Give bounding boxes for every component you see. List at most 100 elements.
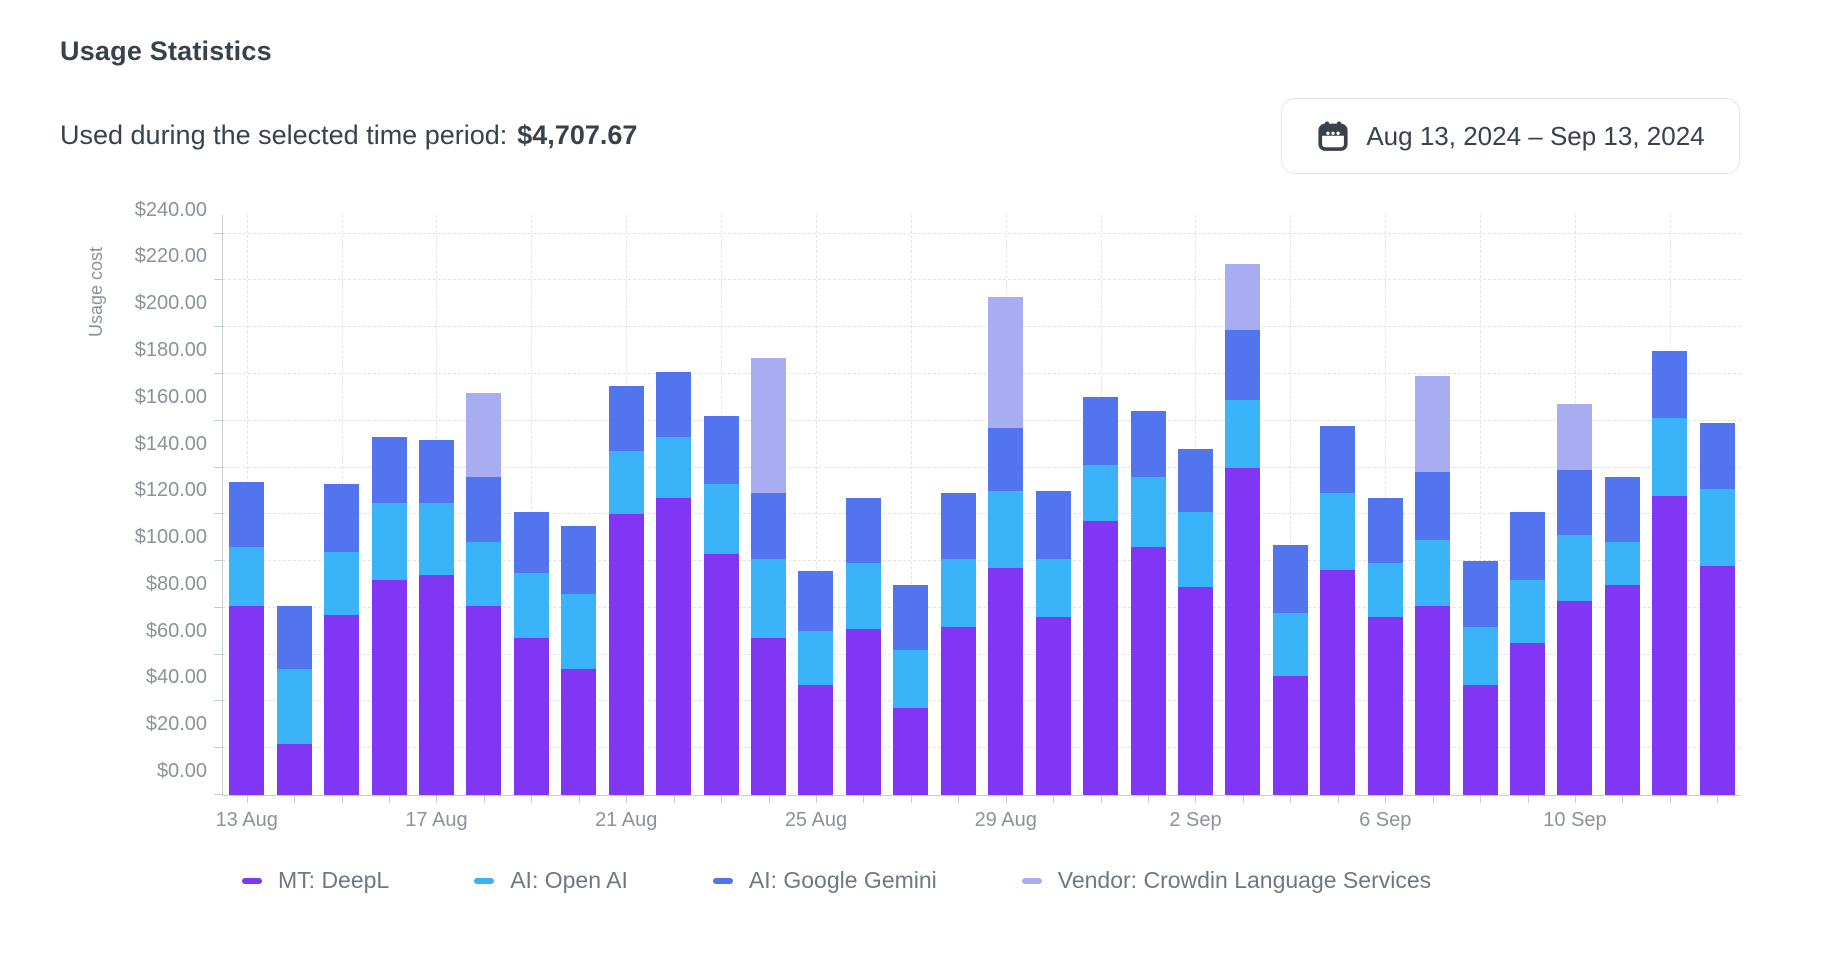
bar-segment[interactable]: [703, 483, 739, 555]
bar-segment[interactable]: [466, 476, 502, 543]
bar-column[interactable]: [703, 215, 739, 795]
bar-column[interactable]: [1130, 215, 1166, 795]
bar-segment[interactable]: [276, 743, 312, 795]
bar-segment[interactable]: [656, 437, 692, 498]
bar-segment[interactable]: [229, 605, 265, 795]
bar-segment[interactable]: [845, 563, 881, 629]
bar-segment[interactable]: [1510, 579, 1546, 643]
legend-item[interactable]: AI: Open AI: [474, 867, 628, 894]
bar-segment[interactable]: [751, 558, 787, 639]
bar-column[interactable]: [1699, 215, 1735, 795]
bar-segment[interactable]: [1557, 404, 1593, 470]
bar-column[interactable]: [798, 215, 834, 795]
bar-segment[interactable]: [513, 512, 549, 573]
bar-segment[interactable]: [1462, 626, 1498, 686]
bar-segment[interactable]: [1083, 397, 1119, 466]
bar-segment[interactable]: [1652, 350, 1688, 419]
bar-segment[interactable]: [988, 568, 1024, 795]
bar-segment[interactable]: [703, 554, 739, 795]
bar-segment[interactable]: [324, 614, 360, 795]
bar-segment[interactable]: [1510, 642, 1546, 795]
bar-segment[interactable]: [608, 451, 644, 515]
bar-segment[interactable]: [1699, 488, 1735, 566]
bar-column[interactable]: [1225, 215, 1261, 795]
bar-segment[interactable]: [1320, 425, 1356, 494]
bar-segment[interactable]: [1604, 584, 1640, 795]
bar-column[interactable]: [988, 215, 1024, 795]
bar-segment[interactable]: [1510, 512, 1546, 580]
bar-column[interactable]: [1557, 215, 1593, 795]
bar-column[interactable]: [229, 215, 265, 795]
bar-segment[interactable]: [798, 685, 834, 795]
bar-column[interactable]: [1604, 215, 1640, 795]
bar-segment[interactable]: [1320, 493, 1356, 571]
bar-segment[interactable]: [1367, 617, 1403, 795]
bar-column[interactable]: [1272, 215, 1308, 795]
bar-segment[interactable]: [1462, 561, 1498, 627]
bar-segment[interactable]: [1272, 675, 1308, 795]
bar-segment[interactable]: [940, 558, 976, 627]
bar-segment[interactable]: [1035, 558, 1071, 618]
bar-segment[interactable]: [513, 572, 549, 639]
bar-segment[interactable]: [1272, 612, 1308, 676]
bar-column[interactable]: [1035, 215, 1071, 795]
bar-segment[interactable]: [608, 385, 644, 452]
bar-segment[interactable]: [656, 371, 692, 438]
bar-segment[interactable]: [1367, 498, 1403, 564]
bar-segment[interactable]: [466, 542, 502, 606]
bar-segment[interactable]: [1320, 570, 1356, 795]
bar-segment[interactable]: [371, 437, 407, 503]
bar-segment[interactable]: [1415, 472, 1451, 541]
bar-segment[interactable]: [561, 593, 597, 669]
bar-segment[interactable]: [1604, 476, 1640, 543]
bar-segment[interactable]: [845, 628, 881, 795]
bar-column[interactable]: [371, 215, 407, 795]
bar-segment[interactable]: [1699, 565, 1735, 795]
legend-item[interactable]: Vendor: Crowdin Language Services: [1021, 867, 1431, 894]
bar-segment[interactable]: [276, 605, 312, 669]
bar-segment[interactable]: [561, 668, 597, 795]
bar-segment[interactable]: [371, 502, 407, 580]
bar-segment[interactable]: [1367, 563, 1403, 618]
bar-segment[interactable]: [513, 638, 549, 795]
bar-segment[interactable]: [418, 575, 454, 795]
bar-segment[interactable]: [1035, 490, 1071, 559]
bar-segment[interactable]: [798, 570, 834, 632]
bar-segment[interactable]: [229, 481, 265, 548]
bar-segment[interactable]: [466, 605, 502, 795]
bar-column[interactable]: [466, 215, 502, 795]
legend-item[interactable]: AI: Google Gemini: [712, 867, 937, 894]
bar-column[interactable]: [1177, 215, 1213, 795]
bar-segment[interactable]: [703, 416, 739, 484]
bar-column[interactable]: [276, 215, 312, 795]
bar-segment[interactable]: [656, 497, 692, 795]
bar-segment[interactable]: [1699, 423, 1735, 489]
bar-segment[interactable]: [940, 626, 976, 795]
bar-segment[interactable]: [1177, 448, 1213, 513]
bar-segment[interactable]: [751, 493, 787, 559]
bar-segment[interactable]: [1177, 586, 1213, 795]
bar-column[interactable]: [513, 215, 549, 795]
bar-segment[interactable]: [1604, 542, 1640, 585]
bar-segment[interactable]: [276, 668, 312, 744]
bar-segment[interactable]: [893, 584, 929, 650]
bar-segment[interactable]: [1225, 264, 1261, 330]
bar-column[interactable]: [1462, 215, 1498, 795]
bar-segment[interactable]: [798, 631, 834, 686]
legend-item[interactable]: MT: DeepL: [242, 867, 389, 894]
bar-segment[interactable]: [1083, 521, 1119, 795]
bar-segment[interactable]: [988, 427, 1024, 491]
bar-segment[interactable]: [751, 638, 787, 795]
bar-column[interactable]: [751, 215, 787, 795]
bar-segment[interactable]: [893, 650, 929, 709]
bar-segment[interactable]: [940, 493, 976, 559]
bar-segment[interactable]: [418, 439, 454, 503]
bar-column[interactable]: [561, 215, 597, 795]
bar-segment[interactable]: [1225, 329, 1261, 400]
bar-segment[interactable]: [751, 357, 787, 494]
bar-segment[interactable]: [1652, 418, 1688, 496]
bar-segment[interactable]: [1415, 540, 1451, 606]
bar-segment[interactable]: [371, 579, 407, 795]
bar-segment[interactable]: [1177, 512, 1213, 587]
bar-segment[interactable]: [1035, 617, 1071, 795]
